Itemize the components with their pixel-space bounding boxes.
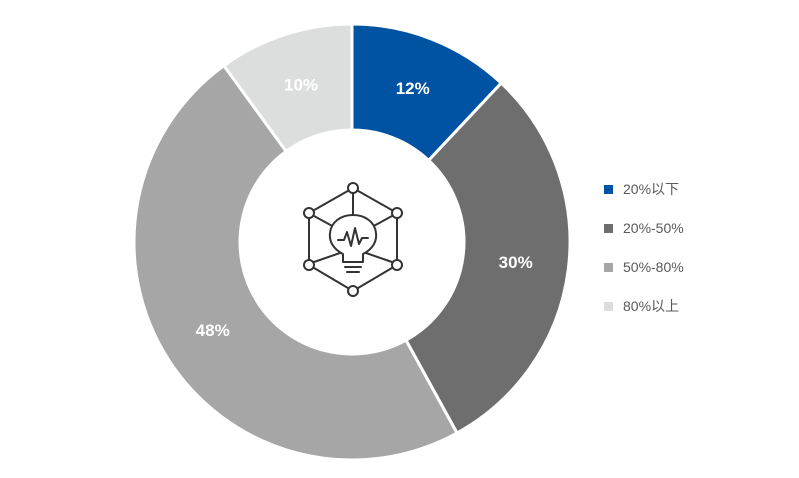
legend-label: 80%以上 — [623, 298, 680, 314]
legend-swatch — [604, 262, 613, 272]
slice-value-label: 12% — [396, 79, 430, 98]
legend-item: 20%-50% — [604, 218, 684, 238]
legend-item: 20%以下 — [604, 179, 684, 199]
slice-value-label: 30% — [499, 253, 533, 272]
legend-swatch — [604, 301, 613, 311]
legend-swatch — [604, 223, 613, 233]
legend-item: 50%-80% — [604, 257, 684, 277]
legend-label: 50%-80% — [623, 259, 684, 275]
slice-value-label: 10% — [284, 76, 318, 95]
slice-value-label: 48% — [196, 321, 230, 340]
legend-label: 20%以下 — [623, 181, 680, 197]
slice-labels-group: 12% 30% 48% 10% — [196, 76, 533, 340]
slice-2 — [403, 80, 572, 436]
slice-3 — [132, 63, 460, 462]
slices-group — [132, 22, 572, 462]
slice-4 — [221, 22, 354, 154]
legend-label: 20%-50% — [623, 220, 684, 236]
lightbulb-network-icon — [303, 182, 403, 297]
legend-item: 80%以上 — [604, 296, 684, 316]
legend-swatch — [604, 184, 613, 194]
legend: 20%以下 20%-50% 50%-80% 80%以上 — [604, 179, 684, 335]
